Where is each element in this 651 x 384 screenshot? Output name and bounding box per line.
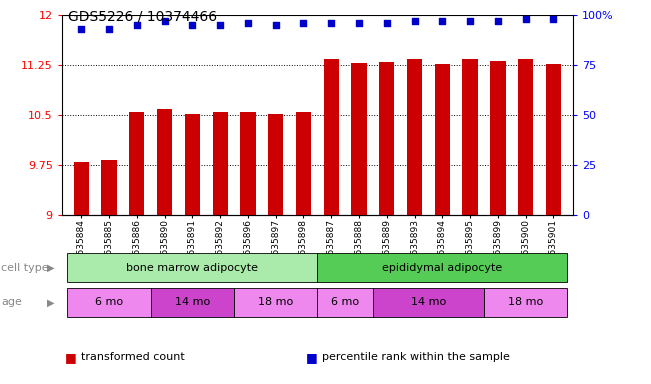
Text: epididymal adipocyte: epididymal adipocyte: [382, 263, 503, 273]
Bar: [68, 288, 151, 317]
Text: 6 mo: 6 mo: [331, 297, 359, 308]
Bar: [352, 63, 367, 215]
Point: [104, 26, 115, 32]
Bar: [462, 59, 478, 215]
Point: [520, 16, 531, 22]
Text: age: age: [1, 297, 22, 308]
Bar: [407, 59, 422, 215]
Text: 18 mo: 18 mo: [258, 297, 294, 308]
Text: GDS5226 / 10374466: GDS5226 / 10374466: [68, 10, 217, 23]
Bar: [484, 288, 567, 317]
Text: transformed count: transformed count: [81, 352, 185, 362]
Bar: [68, 253, 318, 282]
Bar: [129, 112, 145, 215]
Point: [353, 20, 364, 26]
Point: [271, 22, 281, 28]
Text: 6 mo: 6 mo: [95, 297, 123, 308]
Text: ■: ■: [65, 351, 77, 364]
Text: ▶: ▶: [47, 263, 55, 273]
Text: 14 mo: 14 mo: [174, 297, 210, 308]
Point: [187, 22, 198, 28]
Bar: [296, 112, 311, 215]
Text: 14 mo: 14 mo: [411, 297, 446, 308]
Point: [326, 20, 337, 26]
Bar: [212, 112, 228, 215]
Point: [159, 18, 170, 25]
Point: [132, 22, 142, 28]
Text: ■: ■: [306, 351, 318, 364]
Bar: [234, 288, 318, 317]
Point: [493, 18, 503, 25]
Point: [215, 22, 225, 28]
Point: [465, 18, 475, 25]
Bar: [151, 288, 234, 317]
Text: percentile rank within the sample: percentile rank within the sample: [322, 352, 510, 362]
Bar: [102, 160, 117, 215]
Bar: [324, 59, 339, 215]
Bar: [318, 253, 567, 282]
Bar: [379, 62, 395, 215]
Bar: [185, 114, 200, 215]
Bar: [240, 112, 256, 215]
Point: [243, 20, 253, 26]
Point: [298, 20, 309, 26]
Bar: [546, 64, 561, 215]
Bar: [518, 59, 533, 215]
Bar: [157, 109, 173, 215]
Bar: [373, 288, 484, 317]
Text: cell type: cell type: [1, 263, 49, 273]
Point: [437, 18, 447, 25]
Point: [548, 16, 559, 22]
Text: 18 mo: 18 mo: [508, 297, 544, 308]
Point: [409, 18, 420, 25]
Point: [381, 20, 392, 26]
Bar: [268, 114, 283, 215]
Bar: [318, 288, 373, 317]
Text: ▶: ▶: [47, 297, 55, 308]
Text: bone marrow adipocyte: bone marrow adipocyte: [126, 263, 258, 273]
Bar: [435, 64, 450, 215]
Point: [76, 26, 87, 32]
Bar: [74, 162, 89, 215]
Bar: [490, 61, 506, 215]
